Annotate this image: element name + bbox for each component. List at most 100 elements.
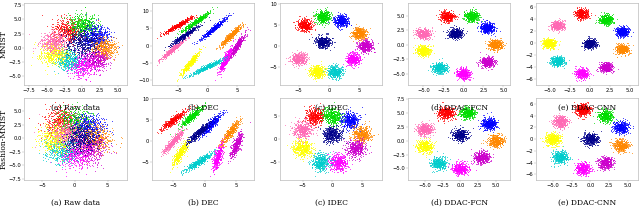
Point	[622, 126, 632, 129]
Point	[45, 144, 56, 147]
Point	[86, 149, 97, 152]
Point	[161, 145, 172, 149]
Point	[573, 12, 583, 16]
Point	[221, 51, 231, 55]
Point	[617, 45, 627, 48]
Point	[205, 122, 215, 126]
Point	[232, 136, 243, 140]
Point	[324, 150, 335, 153]
Point	[481, 122, 492, 125]
Point	[293, 123, 303, 127]
Point	[320, 134, 330, 138]
Point	[173, 41, 184, 44]
Point	[495, 43, 505, 47]
Point	[459, 132, 469, 136]
Point	[176, 72, 186, 75]
Point	[580, 12, 590, 15]
Point	[316, 118, 326, 122]
Point	[618, 126, 628, 129]
Point	[614, 126, 625, 129]
Point	[602, 158, 612, 162]
Point	[327, 71, 337, 75]
Point	[549, 139, 559, 142]
Point	[90, 118, 100, 121]
Point	[552, 57, 563, 61]
Point	[233, 139, 243, 143]
Point	[462, 136, 472, 140]
Point	[314, 70, 324, 73]
Point	[442, 66, 452, 70]
Point	[205, 61, 215, 64]
Point	[70, 140, 80, 144]
Point	[328, 132, 338, 135]
Point	[592, 136, 602, 140]
Point	[458, 67, 468, 71]
Point	[303, 122, 314, 125]
Point	[348, 56, 358, 60]
Point	[316, 157, 326, 160]
Point	[440, 111, 451, 114]
Point	[312, 107, 322, 110]
Point	[481, 128, 491, 132]
Point	[594, 114, 604, 117]
Point	[194, 158, 204, 162]
Point	[607, 16, 617, 19]
Point	[71, 139, 81, 142]
Point	[77, 34, 88, 38]
Point	[90, 48, 100, 51]
Point	[186, 59, 196, 63]
Point	[556, 121, 566, 124]
Point	[67, 72, 77, 75]
Point	[43, 134, 53, 137]
Point	[175, 36, 186, 39]
Point	[50, 133, 60, 137]
Point	[605, 159, 615, 162]
Point	[169, 139, 179, 142]
Point	[421, 147, 431, 150]
Point	[64, 127, 74, 130]
Point	[60, 64, 70, 68]
Point	[51, 129, 61, 132]
Point	[324, 117, 335, 120]
Point	[554, 157, 564, 160]
Point	[601, 159, 611, 162]
Point	[440, 15, 450, 18]
Point	[99, 137, 109, 141]
Point	[184, 168, 194, 172]
Point	[621, 144, 631, 148]
Point	[604, 68, 614, 71]
Point	[623, 44, 633, 47]
Point	[358, 46, 368, 49]
Point	[324, 130, 335, 133]
Point	[319, 18, 329, 21]
Point	[222, 36, 232, 39]
Point	[186, 29, 196, 33]
Point	[321, 132, 331, 136]
Point	[616, 43, 627, 47]
Point	[82, 43, 92, 47]
Point	[599, 62, 609, 66]
Point	[236, 134, 246, 137]
Point	[481, 66, 492, 70]
Point	[602, 67, 612, 70]
Point	[545, 40, 555, 44]
Point	[216, 67, 227, 70]
Point	[600, 162, 610, 166]
Point	[302, 128, 312, 131]
Point	[324, 43, 334, 46]
Point	[192, 71, 202, 75]
Point	[61, 133, 72, 136]
Point	[193, 18, 203, 21]
Point	[543, 46, 554, 50]
Point	[71, 113, 81, 117]
Point	[556, 25, 566, 29]
Point	[560, 155, 570, 159]
Point	[547, 140, 557, 143]
Point	[487, 24, 497, 28]
Point	[456, 162, 467, 165]
Point	[444, 14, 454, 18]
Point	[473, 158, 483, 161]
Point	[299, 144, 309, 148]
Point	[66, 17, 76, 21]
Point	[188, 21, 198, 24]
